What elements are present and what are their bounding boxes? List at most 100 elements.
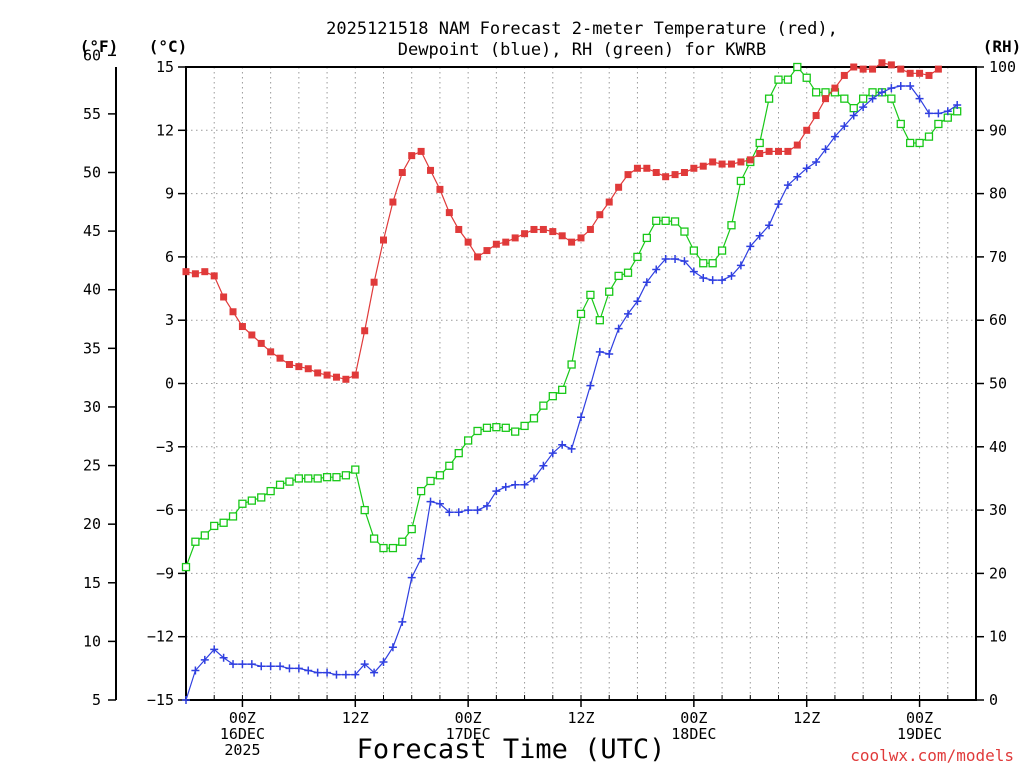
rh-point <box>294 474 304 483</box>
celsius-tick-label: 3 <box>165 311 174 329</box>
2-meter-temperature-point <box>474 253 482 261</box>
rh-point <box>680 227 689 236</box>
rh-point <box>614 271 623 281</box>
dewpoint-point <box>341 670 350 679</box>
rh-point <box>924 132 934 141</box>
rh-point <box>266 486 275 496</box>
rh-point <box>567 360 576 369</box>
time-tick-label: 00Z <box>906 709 933 727</box>
dewpoint-point <box>388 643 397 652</box>
rh-point <box>934 119 943 129</box>
2-meter-temperature-point <box>361 327 369 335</box>
dewpoint-point <box>520 480 529 489</box>
rh-tick-label: 100 <box>989 58 1016 76</box>
rh-point <box>576 309 586 319</box>
2-meter-temperature-point <box>483 247 491 255</box>
rh-point <box>210 521 219 531</box>
dewpoint-point <box>473 506 482 515</box>
dewpoint-point <box>238 660 247 669</box>
time-tick-label: 12Z <box>567 709 594 727</box>
2-meter-temperature-point <box>624 171 632 179</box>
fahrenheit-axis: 5 10 15 20 25 30 35 40 45 50 55 60 <box>83 46 116 709</box>
rh-point <box>821 88 830 97</box>
chart-title-line1: 2025121518 NAM Forecast 2-meter Temperat… <box>326 19 838 39</box>
rh-tick-label: 90 <box>989 121 1007 139</box>
dewpoint-point <box>548 449 557 458</box>
dewpoint-point <box>953 100 962 109</box>
rh-point <box>388 543 398 553</box>
2-meter-temperature-point <box>662 173 670 181</box>
rh-point <box>736 176 746 186</box>
dewpoint-point <box>812 157 821 166</box>
2-meter-temperature-point <box>803 126 811 134</box>
time-tick-label: 2025 <box>224 741 260 759</box>
chart-title-line2: Dewpoint (blue), RH (green) for KWRB <box>398 40 766 60</box>
rh-point <box>304 474 313 483</box>
rh-point <box>595 316 604 325</box>
2-meter-temperature-point <box>521 230 529 238</box>
rh-axis-unit: (RH) <box>983 37 1022 56</box>
fahrenheit-tick-label: 40 <box>83 281 101 299</box>
rh-point <box>332 473 341 482</box>
dewpoint-point <box>727 271 736 280</box>
dewpoint-point <box>661 255 670 264</box>
dewpoint-point <box>746 242 755 251</box>
celsius-tick-label: −6 <box>156 501 174 519</box>
fahrenheit-tick-label: 50 <box>83 164 101 182</box>
dewpoint-point <box>567 444 576 453</box>
dewpoint-point <box>398 617 407 626</box>
dewpoint-point <box>906 81 915 90</box>
dewpoint-point <box>934 109 943 118</box>
rh-point <box>181 562 191 572</box>
rh-point <box>445 461 454 470</box>
fahrenheit-tick-label: 10 <box>83 632 101 650</box>
rh-tick-label: 70 <box>989 248 1007 266</box>
2-meter-temperature-point <box>756 150 764 158</box>
dewpoint-point <box>821 145 830 154</box>
rh-point <box>219 518 228 527</box>
dewpoint-point <box>529 474 538 483</box>
2-meter-temperature-series <box>182 59 942 383</box>
2-meter-temperature-point <box>248 331 256 339</box>
rh-point <box>313 474 322 483</box>
dewpoint-point <box>558 440 567 449</box>
celsius-tick-label: 6 <box>165 248 174 266</box>
dewpoint-point <box>943 107 952 116</box>
fahrenheit-tick-label: 30 <box>83 398 101 416</box>
rh-point <box>689 246 699 255</box>
2-meter-temperature-point <box>934 65 942 73</box>
rh-point <box>802 73 811 82</box>
dewpoint-point <box>614 324 623 333</box>
rh-point <box>341 471 351 480</box>
2-meter-temperature-point <box>314 369 322 377</box>
dewpoint-point <box>718 276 727 285</box>
rh-point <box>623 268 633 277</box>
dewpoint-point <box>783 181 792 190</box>
rh-point <box>849 103 858 113</box>
dewpoint-point <box>765 221 774 230</box>
rh-point <box>915 138 924 148</box>
celsius-tick-label: 9 <box>165 185 174 203</box>
2-meter-temperature-point <box>671 171 679 179</box>
rh-point <box>586 290 595 300</box>
2-meter-temperature-point <box>596 211 604 219</box>
2-meter-temperature-point <box>436 185 444 193</box>
dewpoint-point <box>435 499 444 508</box>
2-meter-temperature-point <box>812 112 820 120</box>
rh-point <box>858 94 868 103</box>
rh-point <box>811 88 821 97</box>
rh-point <box>642 233 651 243</box>
dewpoint-point <box>351 670 360 679</box>
dewpoint-point <box>755 231 764 240</box>
rh-tick-label: 10 <box>989 628 1007 646</box>
dewpoint-point <box>229 660 238 669</box>
fahrenheit-tick-label: 55 <box>83 105 101 123</box>
dewpoint-point <box>200 655 209 664</box>
rh-point <box>416 486 426 496</box>
dewpoint-point <box>671 255 680 264</box>
grid-lines <box>186 67 976 700</box>
rh-point <box>379 543 388 553</box>
2-meter-temperature-point <box>605 198 613 206</box>
2-meter-temperature-point <box>323 371 331 379</box>
rh-tick-label: 40 <box>989 438 1007 456</box>
